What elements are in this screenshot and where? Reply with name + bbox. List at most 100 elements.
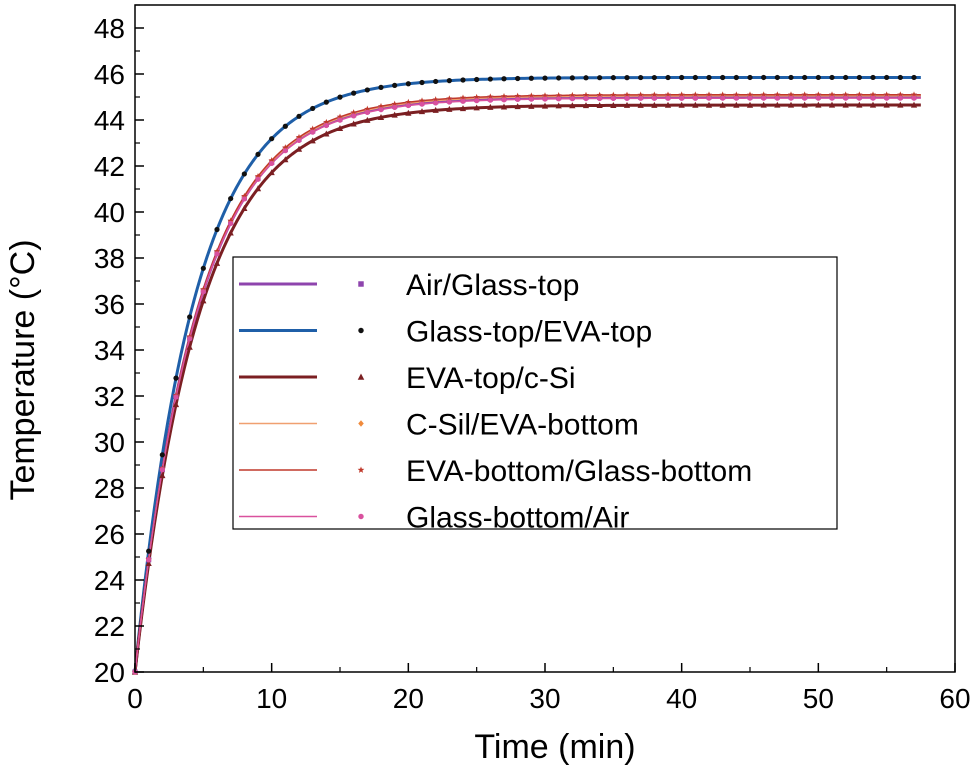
x-tick-label: 0 — [127, 683, 143, 714]
data-point — [487, 103, 494, 110]
data-point — [433, 78, 439, 85]
data-point — [761, 74, 767, 81]
data-point — [664, 91, 672, 98]
data-point — [815, 95, 821, 101]
data-point — [869, 101, 877, 108]
y-tick-label: 30 — [94, 427, 125, 458]
data-point — [337, 94, 343, 100]
data-point — [391, 111, 398, 118]
data-point — [269, 160, 275, 167]
x-tick-label: 20 — [393, 683, 424, 714]
legend-label: Glass-top/EVA-top — [406, 316, 652, 349]
data-point — [802, 74, 808, 81]
y-tick-label: 38 — [94, 243, 125, 274]
legend-box — [232, 256, 838, 530]
data-point — [706, 74, 712, 81]
y-tick-label: 26 — [94, 519, 125, 550]
data-point — [884, 95, 890, 101]
data-point — [583, 95, 589, 102]
data-point — [665, 95, 671, 101]
data-point — [254, 185, 262, 192]
data-point — [856, 74, 862, 81]
data-point — [665, 74, 671, 81]
data-point — [241, 171, 247, 177]
data-point — [856, 91, 863, 98]
data-point — [623, 91, 631, 98]
data-point — [679, 95, 685, 101]
data-point — [418, 97, 426, 104]
data-point — [227, 217, 234, 224]
data-point — [651, 101, 658, 108]
data-point — [241, 205, 248, 212]
data-point — [897, 101, 904, 108]
data-point — [883, 101, 890, 108]
data-point — [405, 102, 411, 109]
data-point — [323, 99, 329, 105]
data-point — [623, 101, 631, 108]
data-point — [446, 95, 453, 102]
data-point — [787, 101, 795, 108]
data-point — [336, 124, 344, 131]
data-point — [528, 92, 535, 99]
data-point — [187, 314, 193, 320]
data-point — [377, 102, 385, 109]
data-point — [460, 77, 466, 83]
data-point — [651, 74, 657, 81]
data-point — [705, 91, 713, 98]
data-point — [227, 229, 234, 236]
data-point — [541, 92, 549, 99]
data-point — [487, 97, 493, 103]
data-point — [801, 101, 808, 108]
data-point — [897, 91, 904, 98]
data-point — [829, 74, 835, 81]
data-point — [350, 109, 357, 116]
data-point — [801, 91, 808, 98]
x-tick-label: 10 — [256, 683, 287, 714]
data-point — [761, 95, 767, 101]
y-tick-label: 24 — [94, 565, 125, 596]
data-point — [719, 91, 726, 98]
data-point — [405, 81, 411, 87]
data-point — [474, 76, 480, 83]
data-point — [679, 74, 685, 81]
data-point — [200, 265, 206, 271]
data-point — [432, 106, 439, 113]
x-tick-label: 60 — [939, 683, 970, 714]
y-tick-label: 42 — [94, 151, 125, 182]
data-point — [815, 101, 822, 108]
legend-marker — [357, 466, 365, 473]
data-point — [788, 74, 794, 81]
data-point — [720, 95, 726, 101]
data-point — [746, 91, 754, 98]
data-point — [870, 74, 876, 81]
data-point — [254, 172, 262, 180]
data-point — [897, 95, 903, 101]
y-tick-label: 22 — [94, 611, 125, 642]
data-point — [364, 87, 370, 93]
data-point — [638, 74, 644, 81]
y-tick-label: 32 — [94, 381, 125, 412]
data-point — [241, 192, 248, 199]
legend-label: Glass-bottom/Air — [406, 502, 629, 535]
data-point — [733, 74, 739, 81]
data-point — [405, 109, 412, 116]
data-point — [910, 91, 918, 98]
data-point — [569, 102, 576, 109]
x-tick-label: 40 — [666, 683, 697, 714]
data-point — [433, 100, 439, 106]
data-point — [842, 91, 849, 98]
data-point — [392, 82, 398, 88]
y-tick-label: 28 — [94, 473, 125, 504]
x-tick-label: 50 — [803, 683, 834, 714]
data-point — [829, 95, 835, 101]
legend-label: C-Sil/EVA-bottom — [406, 409, 639, 442]
data-point — [446, 78, 452, 84]
data-point — [828, 91, 836, 98]
legend-label: Air/Glass-top — [406, 269, 579, 302]
data-point — [911, 95, 917, 101]
data-point — [705, 101, 713, 108]
data-point — [501, 97, 507, 103]
data-point — [692, 101, 699, 108]
y-tick-label: 34 — [94, 335, 125, 366]
data-point — [350, 120, 357, 127]
